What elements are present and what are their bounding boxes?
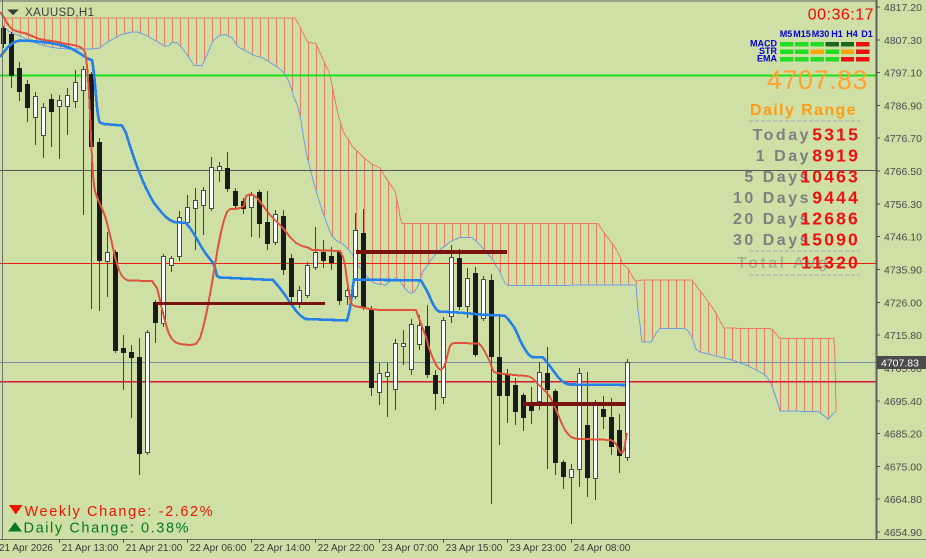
svg-text:1 Day: 1 Day: [756, 148, 811, 165]
svg-text:M15: M15: [793, 29, 811, 39]
svg-text:M5: M5: [780, 29, 793, 39]
svg-text:23 Apr 15:00: 23 Apr 15:00: [446, 543, 503, 554]
svg-text:21 Apr 21:00: 21 Apr 21:00: [126, 543, 183, 554]
svg-text:21 Apr 13:00: 21 Apr 13:00: [62, 543, 119, 554]
svg-text:Daily Change: 0.38%: Daily Change: 0.38%: [24, 521, 191, 537]
svg-text:8919: 8919: [812, 146, 860, 166]
svg-text:10463: 10463: [800, 167, 860, 187]
svg-text:20 Days: 20 Days: [733, 211, 811, 228]
svg-text:22 Apr 14:00: 22 Apr 14:00: [254, 543, 311, 554]
svg-text:H1: H1: [831, 29, 843, 39]
svg-text:4707.83: 4707.83: [767, 65, 868, 95]
svg-text:4675.00: 4675.00: [884, 461, 922, 473]
svg-text:15090: 15090: [800, 230, 860, 250]
svg-text:00:36:17: 00:36:17: [808, 7, 874, 24]
svg-text:4776.70: 4776.70: [884, 133, 922, 145]
svg-text:4786.90: 4786.90: [884, 100, 922, 112]
svg-text:STR: STR: [759, 46, 778, 56]
svg-text:4766.50: 4766.50: [884, 166, 922, 178]
svg-text:MACD: MACD: [750, 39, 777, 49]
svg-text:4685.20: 4685.20: [884, 429, 922, 441]
svg-text:M30: M30: [812, 29, 830, 39]
svg-text:24 Apr 08:00: 24 Apr 08:00: [574, 543, 631, 554]
svg-text:5 Days: 5 Days: [744, 169, 811, 186]
svg-text:12686: 12686: [800, 209, 860, 229]
svg-text:4654.90: 4654.90: [884, 527, 922, 539]
svg-text:Weekly Change: -2.62%: Weekly Change: -2.62%: [25, 504, 215, 520]
svg-text:D1: D1: [861, 29, 873, 39]
svg-text:4707.83: 4707.83: [881, 358, 919, 370]
svg-text:30 Days: 30 Days: [733, 232, 811, 249]
svg-text:21 Apr 2026: 21 Apr 2026: [0, 543, 53, 554]
svg-text:23 Apr 07:00: 23 Apr 07:00: [382, 543, 439, 554]
svg-text:4817.20: 4817.20: [884, 2, 922, 14]
svg-text:4715.80: 4715.80: [884, 330, 922, 342]
svg-text:Daily Range: Daily Range: [750, 102, 857, 119]
svg-text:EMA: EMA: [757, 54, 778, 64]
svg-text:4807.30: 4807.30: [884, 35, 922, 47]
svg-text:4756.30: 4756.30: [884, 199, 922, 211]
svg-text:H4: H4: [846, 29, 858, 39]
svg-text:23 Apr 23:00: 23 Apr 23:00: [510, 543, 567, 554]
svg-text:22 Apr 06:00: 22 Apr 06:00: [190, 543, 247, 554]
svg-text:9444: 9444: [812, 188, 860, 208]
svg-text:4797.10: 4797.10: [884, 68, 922, 80]
svg-text:11320: 11320: [801, 253, 860, 273]
svg-text:Today: Today: [753, 127, 811, 144]
svg-text:4695.40: 4695.40: [884, 396, 922, 408]
svg-text:22 Apr 22:00: 22 Apr 22:00: [318, 543, 375, 554]
svg-text:10 Days: 10 Days: [733, 190, 811, 207]
svg-text:4664.80: 4664.80: [884, 494, 922, 506]
svg-text:XAUUSD,H1: XAUUSD,H1: [25, 7, 94, 19]
svg-text:5315: 5315: [812, 125, 860, 145]
svg-text:4746.10: 4746.10: [884, 232, 922, 244]
svg-text:4735.90: 4735.90: [884, 265, 922, 277]
svg-text:4726.00: 4726.00: [884, 297, 922, 309]
